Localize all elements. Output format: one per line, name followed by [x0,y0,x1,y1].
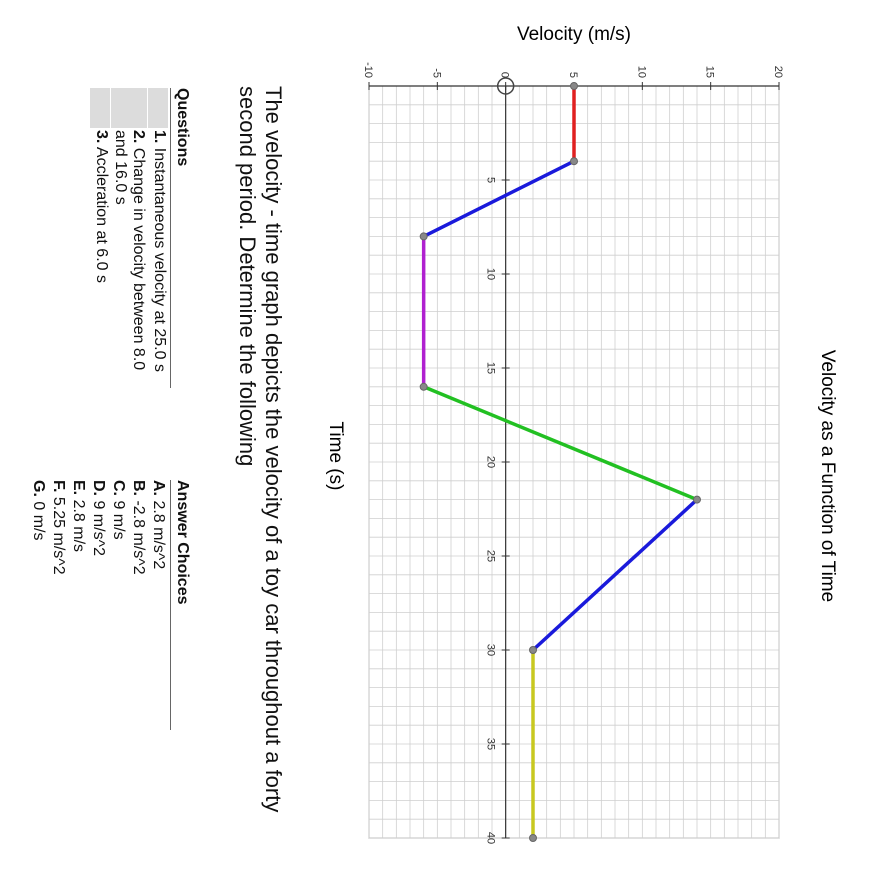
velocity-segment-2 [421,159,576,239]
velocity-segment-5 [531,497,699,652]
y-tick-label: 0 [499,72,511,78]
chart-series [419,82,701,842]
x-tick-label: 5 [485,177,497,183]
question-text: Change in velocity between 8.0 and 16.0 … [112,130,147,371]
answer-choice-a[interactable]: A. 2.8 m/s^2 [150,480,167,570]
y-tick-label: 20 [772,66,784,78]
y-axis-label: Velocity (m/s) [517,24,631,45]
problem-description: The velocity - time graph depicts the ve… [235,86,286,813]
data-point [419,232,428,241]
answer-choice-d[interactable]: D. 9 m/s^2 [90,480,107,556]
velocity-time-chart: Velocity as a Function of Time Velocity … [325,24,838,844]
questions-heading: Questions [170,88,191,388]
data-point [570,157,578,166]
x-tick-label: 20 [485,456,497,468]
data-point [529,834,537,842]
data-point [419,382,428,391]
question-number: 1. [151,130,168,144]
data-point [529,646,537,654]
answer-drop-box-1[interactable] [148,88,168,128]
answer-choice-b[interactable]: B. -2.8 m/s^2 [130,480,147,575]
questions-panel: Questions 1. Instantaneous velocity at 2… [89,88,191,388]
chart-grid [368,85,780,839]
question-text: Instantaneous velocity at 25.0 s [151,147,168,372]
y-tick-label: 10 [635,66,647,78]
question-number: 3. [93,130,110,144]
y-tick-label: -5 [430,68,442,78]
answer-choice-g[interactable]: G. 0 m/s [30,480,47,541]
x-tick-label: 35 [485,738,497,750]
data-point [693,495,701,504]
answer-drop-box-3[interactable] [90,88,110,128]
question-number: 2. [130,130,147,144]
x-axis-label: Time (s) [325,422,346,491]
chart-title: Velocity as a Function of Time [817,350,838,602]
x-tick-label: 10 [485,268,497,280]
y-tick-label: -10 [362,62,374,78]
answer-choices-heading: Answer Choices [170,480,191,730]
answer-choice-c[interactable]: C. 9 m/s [110,480,127,540]
x-tick-label: 40 [485,832,497,844]
question-item-2[interactable]: 2. Change in velocity between 8.0 and 16… [111,88,147,388]
y-tick-label: 5 [567,72,579,78]
velocity-segment-4 [421,385,699,502]
answer-choice-e[interactable]: E. 2.8 m/s [70,480,87,553]
data-point [570,82,578,90]
x-tick-label: 25 [485,550,497,562]
answer-choice-f[interactable]: F. 5.25 m/s^2 [50,480,67,575]
x-tick-label: 30 [485,644,497,656]
answer-choices-panel: Answer Choices A. 2.8 m/s^2 B. -2.8 m/s^… [28,480,191,730]
question-item-1[interactable]: 1. Instantaneous velocity at 25.0 s [148,88,168,388]
y-tick-label: 15 [704,66,716,78]
x-tick-label: 15 [485,362,497,374]
question-item-3[interactable]: 3. Accleration at 6.0 s [90,88,110,388]
answer-drop-box-2[interactable] [111,88,147,128]
question-text: Accleration at 6.0 s [93,146,110,283]
origin-marker [496,77,515,95]
chart-ticks: 5 10 15 20 25 30 35 40 -10 -5 0 5 10 15 20 [362,62,784,844]
